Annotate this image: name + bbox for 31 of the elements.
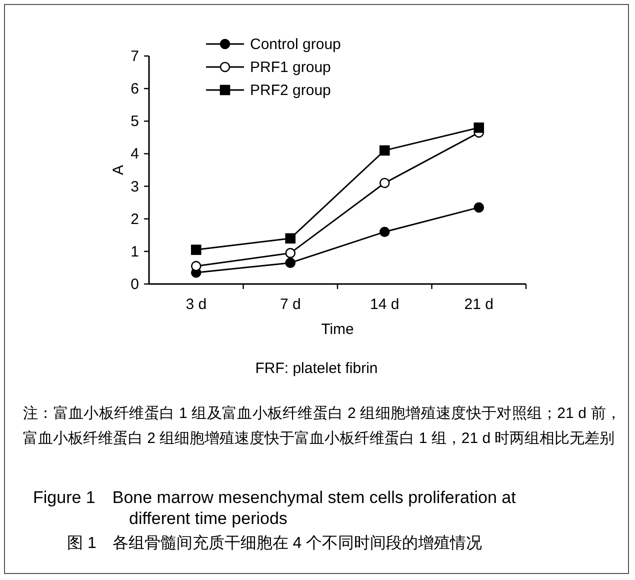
text: 注：富血小板纤维蛋白 1 组及富血小板纤维蛋白 2 组细胞增殖速度快于对照组；21 d 前，富血小板纤维蛋白 2 组细胞增殖速度快于富血小板纤维蛋白 1 组，21 d 时两组相比无差别 <box>23 404 621 449</box>
point <box>379 226 390 238</box>
text: FRF: platelet fibrin <box>254 360 379 377</box>
x-tick-label: 21 d <box>464 296 494 313</box>
point <box>379 145 390 156</box>
point <box>379 178 390 188</box>
legend-label: PRF1 group <box>250 59 331 76</box>
y-axis-title: A <box>110 164 127 176</box>
point <box>285 258 296 268</box>
point <box>190 260 202 272</box>
point <box>474 202 484 213</box>
x-tick-label: 7 d <box>280 296 301 313</box>
point <box>285 233 296 244</box>
point <box>474 122 484 133</box>
text: Figure 1 Bone marrow mesenchymal stem cells proliferation at different time periods <box>33 487 517 529</box>
y-tick-label: 0 <box>130 276 139 293</box>
point <box>285 248 296 258</box>
x-axis-title: Time <box>321 321 354 338</box>
legend-label: PRF2 group <box>250 82 331 99</box>
y-tick-label: 4 <box>130 146 139 163</box>
y-tick-label: 5 <box>130 113 139 130</box>
y-tick-label: 1 <box>130 243 139 260</box>
y-tick-label: 7 <box>130 48 139 65</box>
x-tick-label: 14 d <box>370 296 400 313</box>
legend-label: Control group <box>250 36 341 53</box>
y-tick-label: 6 <box>130 80 139 98</box>
y-tick-label: 2 <box>130 210 139 228</box>
y-tick-label: 3 <box>130 178 139 196</box>
text: 图 1 各组骨髓间充质干细胞在 4 个不同时间段的增殖情况 <box>67 534 484 554</box>
x-tick-label: 3 d <box>186 296 207 313</box>
point <box>190 244 202 255</box>
